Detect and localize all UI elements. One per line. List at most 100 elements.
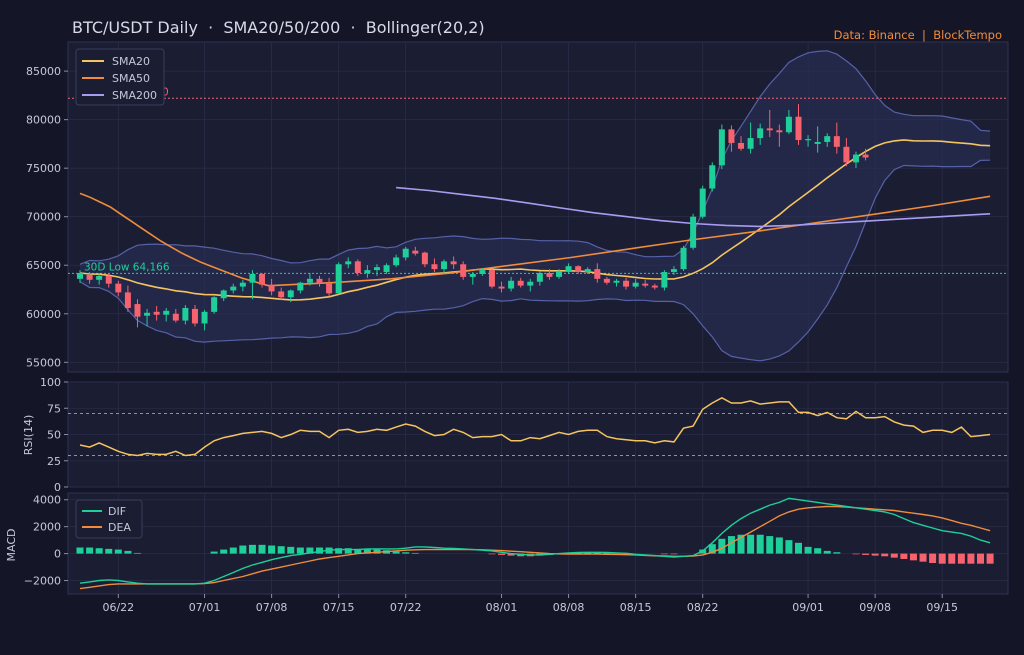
candle-body: [517, 280, 524, 286]
macd-hist-bar: [306, 547, 314, 554]
macd-hist-bar: [268, 545, 276, 554]
candle-body: [527, 281, 534, 286]
x-tick-label: 08/01: [486, 601, 518, 614]
macd-hist-bar: [900, 553, 908, 559]
candle-body: [345, 261, 352, 265]
macd-hist-bar: [95, 548, 103, 554]
sma20-line: [79, 139, 991, 301]
macd-hist-bar: [373, 549, 381, 554]
macd-hist-bar: [124, 550, 132, 554]
candle-body: [297, 282, 304, 291]
macd-hist-bar: [977, 553, 985, 564]
candle-body: [565, 266, 572, 272]
y-tick-label: 65000: [26, 259, 61, 272]
macd-dea-line: [79, 505, 991, 590]
y-tick-label: 60000: [26, 308, 61, 321]
macd-hist-bar: [766, 536, 774, 554]
macd-hist-bar: [392, 551, 400, 554]
candle-body: [508, 280, 515, 289]
price-legend-box: [75, 48, 165, 106]
data-source-label: Data: Binance | BlockTempo: [833, 28, 1002, 42]
legend-label-sma200: SMA200: [112, 89, 157, 102]
candle-body: [843, 146, 850, 163]
macd-hist-bar: [344, 548, 352, 554]
candle-body: [469, 273, 476, 277]
macd-hist-bar: [105, 548, 113, 554]
x-tick-label: 09/08: [859, 601, 891, 614]
candle-body: [814, 141, 821, 144]
macd-hist-bar: [498, 553, 506, 555]
candle-body: [546, 273, 553, 277]
macd-hist-bar: [86, 547, 94, 554]
candle-body: [728, 129, 735, 143]
macd-panel-bg: [67, 492, 1009, 595]
macd-hist-bar: [833, 552, 841, 554]
candle-body: [824, 136, 831, 142]
macd-hist-bar: [76, 547, 84, 554]
sma50-line-late: [271, 195, 991, 287]
candle-body: [77, 273, 83, 279]
candle-body: [833, 136, 840, 147]
candle-body: [364, 270, 371, 273]
macd-hist-bar: [747, 534, 755, 554]
y-tick-label: −2000: [24, 575, 61, 588]
y-tick-label: 75000: [26, 162, 61, 175]
macd-hist-bar: [727, 536, 735, 554]
candle-body: [201, 311, 208, 324]
x-tick-label: 08/22: [687, 601, 719, 614]
legend-label-dif: DIF: [108, 505, 126, 518]
candle-body: [709, 165, 716, 189]
macd-hist-bar: [354, 548, 362, 554]
sma50-line-early: [79, 192, 272, 288]
candle-body: [211, 297, 218, 312]
candle-body: [335, 264, 342, 294]
candle-body: [766, 128, 773, 131]
y-tick-label: 50: [47, 429, 61, 442]
macd-dif-line: [79, 497, 991, 585]
macd-hist-bar: [775, 537, 783, 554]
rsi-line: [79, 396, 991, 457]
candle-body: [134, 304, 141, 317]
candle-body: [383, 265, 390, 273]
bollinger-upper-line: [79, 50, 991, 265]
candle-body: [326, 283, 333, 294]
x-tick-label: 09/15: [926, 601, 958, 614]
y-tick-label: 100: [40, 376, 61, 389]
macd-hist-bar: [909, 553, 917, 561]
x-tick-label: 08/08: [553, 601, 585, 614]
candle-body: [373, 267, 380, 271]
candle-body: [191, 308, 198, 324]
macd-hist-bar: [258, 544, 266, 554]
candle-body: [249, 273, 256, 283]
candle-body: [402, 248, 409, 258]
candle-body: [460, 264, 467, 277]
candle-body: [230, 286, 237, 291]
macd-hist-bar: [239, 545, 247, 554]
candle-body: [412, 250, 419, 254]
macd-hist-bar: [871, 553, 879, 556]
candle-body: [575, 266, 582, 273]
candle-body: [498, 286, 505, 289]
support-30d-low-label: 30D Low 64,166: [84, 261, 170, 273]
candle-body: [680, 247, 687, 270]
x-tick-label: 07/15: [323, 601, 355, 614]
macd-hist-bar: [277, 546, 285, 554]
candle-body: [316, 278, 323, 284]
candle-body: [852, 154, 859, 163]
candle-body: [651, 285, 658, 288]
macd-legend-box: [75, 499, 143, 539]
candle-body: [239, 282, 246, 287]
x-tick-label: 07/22: [390, 601, 422, 614]
macd-hist-bar: [287, 546, 295, 554]
macd-hist-bar: [852, 553, 860, 555]
candle-body: [670, 269, 677, 273]
macd-hist-bar: [929, 553, 937, 564]
candle-body: [594, 269, 601, 279]
candle-body: [172, 313, 179, 321]
macd-hist-bar: [574, 552, 582, 554]
candle-body: [584, 269, 591, 273]
x-tick-label: 06/22: [102, 601, 134, 614]
y-tick-label: 0: [54, 548, 61, 561]
